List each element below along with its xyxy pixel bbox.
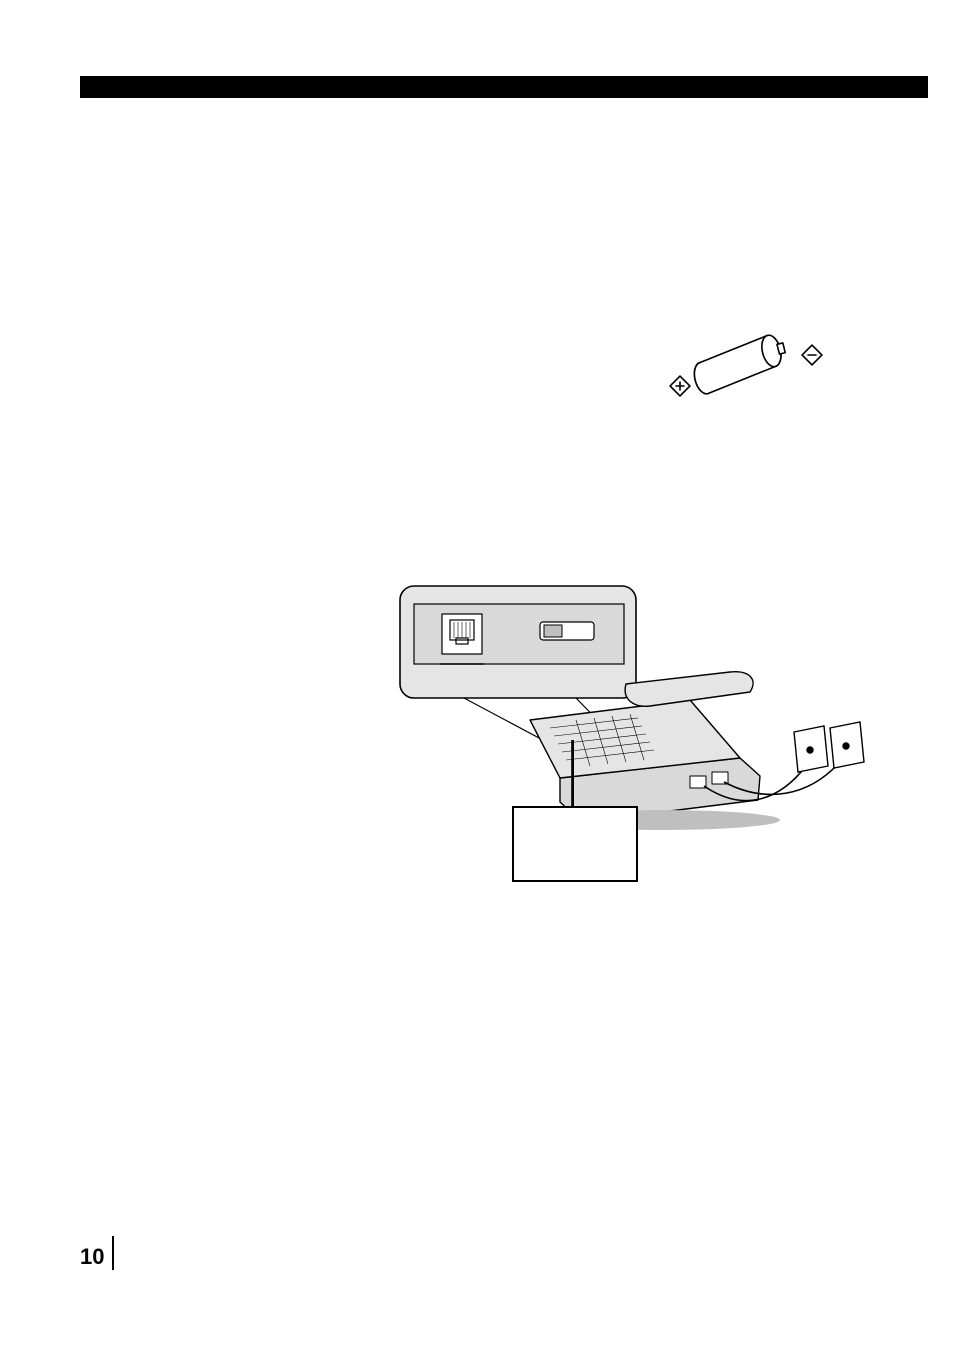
page-number: 10 [80, 1244, 104, 1270]
slide-switch-icon [540, 622, 594, 640]
header-rule [80, 76, 928, 98]
callout-leader-line [572, 740, 574, 806]
inset-port-panel [400, 586, 636, 698]
wall-plate-2 [830, 722, 864, 768]
wall-plate-1 [794, 726, 828, 772]
rj11-jack-icon [442, 614, 482, 654]
callout-label-box [512, 806, 638, 882]
page-number-divider [112, 1236, 114, 1270]
figure-battery-polarity [664, 320, 824, 410]
